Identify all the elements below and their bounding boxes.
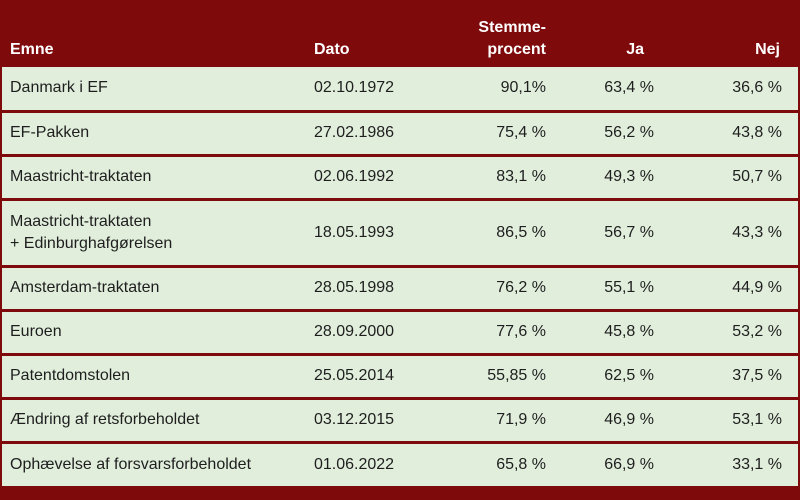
table-row: Maastricht-traktaten + Edinburghafgørelse… <box>2 197 798 266</box>
column-header-stemmeprocent: Stemme- procent <box>426 0 554 67</box>
cell-ja: 56,2 % <box>554 109 670 155</box>
table-header: Emne Dato Stemme- procent Ja Nej <box>2 0 798 67</box>
cell-stemmeprocent: 75,4 % <box>426 109 554 155</box>
cell-dato: 01.06.2022 <box>304 440 426 486</box>
header-row: Emne Dato Stemme- procent Ja Nej <box>2 0 798 67</box>
cell-nej: 36,6 % <box>670 67 798 111</box>
cell-emne: Maastricht-traktaten + Edinburghafgørelse… <box>2 197 304 266</box>
table-body: Danmark i EF 02.10.1972 90,1% 63,4 % 36,6 % E… <box>2 67 798 486</box>
cell-stemmeprocent: 83,1 % <box>426 153 554 199</box>
table-row: EF-Pakken 27.02.1986 75,4 % 56,2 % 43,8 % <box>2 109 798 155</box>
cell-emne-text: Patentdomstolen <box>10 367 131 384</box>
cell-stemmeprocent: 90,1% <box>426 67 554 111</box>
cell-emne-text: Ophævelse af forsvarsforbeholdet <box>10 455 252 473</box>
referendum-table: Emne Dato Stemme- procent Ja Nej Danmark… <box>2 0 798 486</box>
cell-ja: 46,9 % <box>554 396 670 442</box>
cell-emne-text: Maastricht-traktaten <box>10 168 152 185</box>
cell-emne: Amsterdam-traktaten <box>2 264 304 310</box>
column-header-stemmeprocent-line2: procent <box>487 41 546 58</box>
cell-nej: 33,1 % <box>670 440 798 486</box>
cell-dato: 27.02.1986 <box>304 109 426 155</box>
cell-ja: 45,8 % <box>554 308 670 354</box>
table-row: Patentdomstolen 25.05.2014 55,85 % 62,5 % 37… <box>2 352 798 398</box>
cell-emne-text: Euroen <box>10 323 62 340</box>
column-header-dato: Dato <box>314 41 350 58</box>
cell-emne-text: Amsterdam-traktaten <box>10 279 160 296</box>
cell-emne: Euroen <box>2 308 304 354</box>
cell-emne-text: Maastricht-traktaten <box>10 212 152 230</box>
cell-emne: Ophævelse af forsvarsforbeholdet <box>2 440 304 486</box>
table-row: Ophævelse af forsvarsforbeholdet 01.06.20… <box>2 440 798 486</box>
cell-nej: 53,2 % <box>670 308 798 354</box>
column-header-nej: Nej <box>755 41 780 58</box>
cell-dato: 02.10.1972 <box>304 67 426 111</box>
table-row: Amsterdam-traktaten 28.05.1998 76,2 % 55,1 … <box>2 264 798 310</box>
column-header-emne: Emne <box>10 41 54 58</box>
cell-stemmeprocent: 76,2 % <box>426 264 554 310</box>
cell-stemmeprocent: 77,6 % <box>426 308 554 354</box>
table-row: Euroen 28.09.2000 77,6 % 45,8 % 53,2 % <box>2 308 798 354</box>
cell-ja: 63,4 % <box>554 67 670 111</box>
cell-nej: 43,3 % <box>670 197 798 266</box>
cell-nej: 53,1 % <box>670 396 798 442</box>
cell-emne-text: EF-Pakken <box>10 124 90 141</box>
cell-emne: Danmark i EF <box>2 67 304 111</box>
table-row: Ændring af retsforbeholdet 03.12.2015 71,9… <box>2 396 798 442</box>
cell-dato: 28.05.1998 <box>304 264 426 310</box>
cell-dato: 28.09.2000 <box>304 308 426 354</box>
cell-dato: 25.05.2014 <box>304 352 426 398</box>
cell-dato: 03.12.2015 <box>304 396 426 442</box>
column-header-stemmeprocent-line1: Stemme- <box>478 19 546 36</box>
cell-emne-text: Ændring af retsforbeholdet <box>10 411 200 428</box>
cell-emne: Ændring af retsforbeholdet <box>2 396 304 442</box>
cell-stemmeprocent: 55,85 % <box>426 352 554 398</box>
cell-dato: 18.05.1993 <box>304 197 426 266</box>
bottom-bar <box>0 486 800 500</box>
cell-ja: 62,5 % <box>554 352 670 398</box>
column-header-ja: Ja <box>626 41 644 58</box>
cell-stemmeprocent: 65,8 % <box>426 440 554 486</box>
table-row: Danmark i EF 02.10.1972 90,1% 63,4 % 36,6 % <box>2 67 798 111</box>
cell-emne: Patentdomstolen <box>2 352 304 398</box>
cell-emne-text: Danmark i EF <box>10 79 108 97</box>
cell-dato: 02.06.1992 <box>304 153 426 199</box>
cell-stemmeprocent: 71,9 % <box>426 396 554 442</box>
table-row: Maastricht-traktaten 02.06.1992 83,1 % 49,3… <box>2 153 798 199</box>
cell-ja: 66,9 % <box>554 440 670 486</box>
cell-stemmeprocent: 86,5 % <box>426 197 554 266</box>
cell-emne-text-line2: + Edinburghafgørelsen <box>10 234 173 252</box>
cell-emne: Maastricht-traktaten <box>2 153 304 199</box>
cell-ja: 56,7 % <box>554 197 670 266</box>
cell-nej: 44,9 % <box>670 264 798 310</box>
cell-emne: EF-Pakken <box>2 109 304 155</box>
cell-ja: 49,3 % <box>554 153 670 199</box>
cell-nej: 37,5 % <box>670 352 798 398</box>
cell-nej: 50,7 % <box>670 153 798 199</box>
cell-nej: 43,8 % <box>670 109 798 155</box>
cell-ja: 55,1 % <box>554 264 670 310</box>
